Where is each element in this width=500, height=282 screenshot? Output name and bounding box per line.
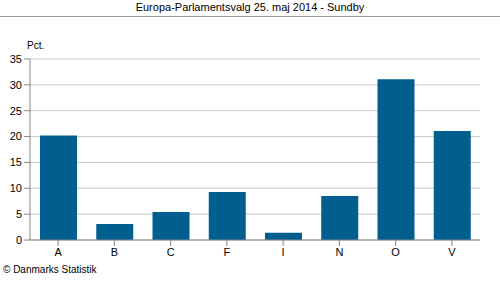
svg-text:5: 5 <box>16 208 22 220</box>
svg-text:A: A <box>54 246 62 258</box>
svg-text:O: O <box>391 246 400 258</box>
svg-text:I: I <box>282 246 285 258</box>
svg-text:10: 10 <box>10 182 22 194</box>
svg-text:20: 20 <box>10 130 22 142</box>
svg-text:30: 30 <box>10 79 22 91</box>
svg-text:B: B <box>111 246 118 258</box>
html-text:© Danmarks Statistik: © Danmarks Statistik <box>3 264 97 275</box>
svg-text:25: 25 <box>10 105 22 117</box>
svg-text:N: N <box>335 246 343 258</box>
svg-text:15: 15 <box>10 156 22 168</box>
svg-text:0: 0 <box>16 234 22 246</box>
svg-text:F: F <box>224 246 231 258</box>
svg-text:35: 35 <box>10 53 22 65</box>
svg-text:V: V <box>448 246 456 258</box>
html-text:Pct.: Pct. <box>27 40 45 51</box>
html-text:Europa-Parlamentsvalg 25. maj: Europa-Parlamentsvalg 25. maj 2014 - Sun… <box>135 1 365 13</box>
svg-text:C: C <box>167 246 175 258</box>
